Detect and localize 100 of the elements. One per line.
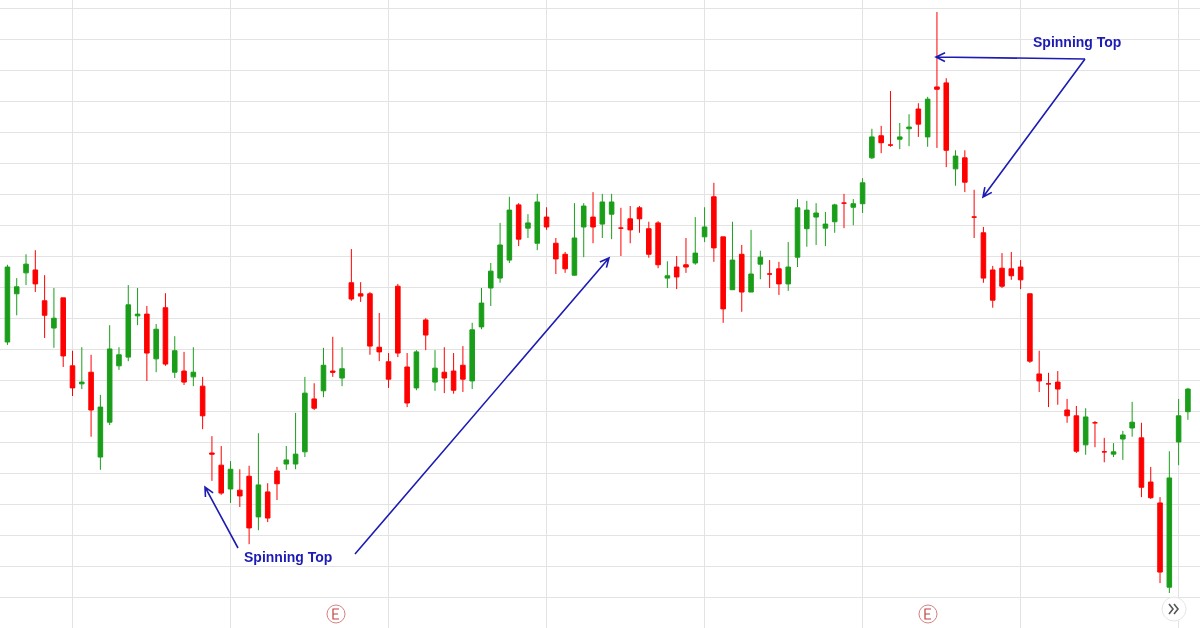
candlestick (339, 346, 345, 387)
candlestick (1138, 422, 1145, 498)
candlestick (711, 182, 717, 263)
candlestick (543, 206, 550, 231)
candlestick (144, 305, 150, 382)
candlestick (534, 193, 541, 251)
candlestick (432, 349, 438, 392)
candlestick (422, 317, 429, 351)
candlestick (171, 335, 178, 379)
candlestick (441, 346, 448, 394)
candlestick (497, 222, 503, 284)
candlestick (460, 345, 466, 393)
candlestick (320, 347, 327, 398)
candlestick (469, 322, 475, 390)
candlestick (348, 248, 355, 302)
candlestick (274, 466, 280, 501)
candlestick (237, 468, 243, 508)
candlestick (1175, 398, 1182, 466)
candlestick (506, 196, 513, 264)
candlestick (776, 261, 782, 296)
candlestick (181, 351, 187, 386)
candlestick (395, 283, 401, 358)
candlestick (125, 284, 132, 362)
candlestick (906, 113, 912, 147)
candlestick (590, 191, 596, 244)
candlestick (1045, 372, 1052, 408)
candlestick (971, 189, 977, 239)
candlestick (1073, 405, 1080, 454)
candlestick (311, 382, 317, 411)
candlestick (41, 274, 48, 339)
candlestick (1055, 370, 1061, 406)
candlestick (748, 229, 754, 293)
candlestick (329, 336, 336, 378)
candlestick (302, 376, 308, 458)
candlestick (1120, 430, 1126, 461)
candlestick (515, 202, 522, 247)
candlestick (79, 346, 85, 390)
candlestick (162, 292, 169, 367)
candlestick (218, 445, 224, 496)
candlestick (627, 205, 633, 244)
candlestick (367, 291, 373, 356)
candlestick (106, 324, 113, 426)
candlestick (692, 216, 699, 266)
candlestick (450, 352, 457, 395)
candlestick (934, 11, 940, 149)
candlestick (646, 221, 652, 259)
candlestick (246, 465, 252, 545)
candlestick (23, 253, 29, 286)
candlestick (190, 346, 197, 387)
annotation: Spinning Top (244, 549, 333, 565)
candlestick (822, 211, 829, 247)
candlestick (134, 287, 141, 326)
candlestick (32, 249, 39, 293)
candlestick (887, 90, 894, 148)
candlestick (97, 394, 104, 471)
candlestick (404, 352, 410, 408)
candlestick (608, 193, 615, 240)
candlestick (896, 122, 903, 150)
candlestick (683, 237, 689, 274)
candlestick (60, 297, 66, 368)
candlestick (1017, 259, 1024, 290)
candlestick (1101, 437, 1108, 463)
candlestick (720, 236, 726, 324)
candlestick (804, 200, 810, 248)
candlestick (878, 125, 884, 154)
candlestick (831, 203, 838, 234)
candlestick (357, 281, 364, 303)
candlestick (51, 287, 57, 349)
candlestick (209, 435, 215, 482)
candlestick (1082, 407, 1089, 456)
candlestick (869, 128, 875, 160)
candlestick (478, 287, 485, 330)
candlestick (199, 376, 206, 430)
candlestick (413, 349, 420, 391)
candlestick (701, 206, 708, 243)
candlestick (1147, 466, 1154, 500)
candlestick (385, 352, 392, 389)
candlestick (766, 259, 773, 289)
candlestick (1185, 387, 1191, 421)
candlestick (255, 432, 262, 531)
candlestick (636, 205, 643, 234)
candlestick (264, 482, 271, 523)
candlestick (729, 221, 736, 291)
candlestick (1129, 401, 1135, 438)
candlestick (283, 445, 290, 471)
candlestick (227, 460, 234, 504)
candlestick (1157, 496, 1163, 584)
candlestick (999, 252, 1005, 289)
candlestick (488, 262, 494, 307)
candlestick (1064, 398, 1070, 424)
candlestick (153, 323, 159, 373)
candlestick (664, 260, 671, 289)
candlestick (525, 213, 531, 239)
candlestick (943, 77, 950, 168)
candlestick (599, 193, 606, 239)
candlestick (88, 354, 94, 438)
candlestick (850, 198, 857, 226)
annotation: Spinning Top (1033, 34, 1122, 50)
candlestick (813, 202, 819, 246)
candlestick (571, 202, 578, 277)
